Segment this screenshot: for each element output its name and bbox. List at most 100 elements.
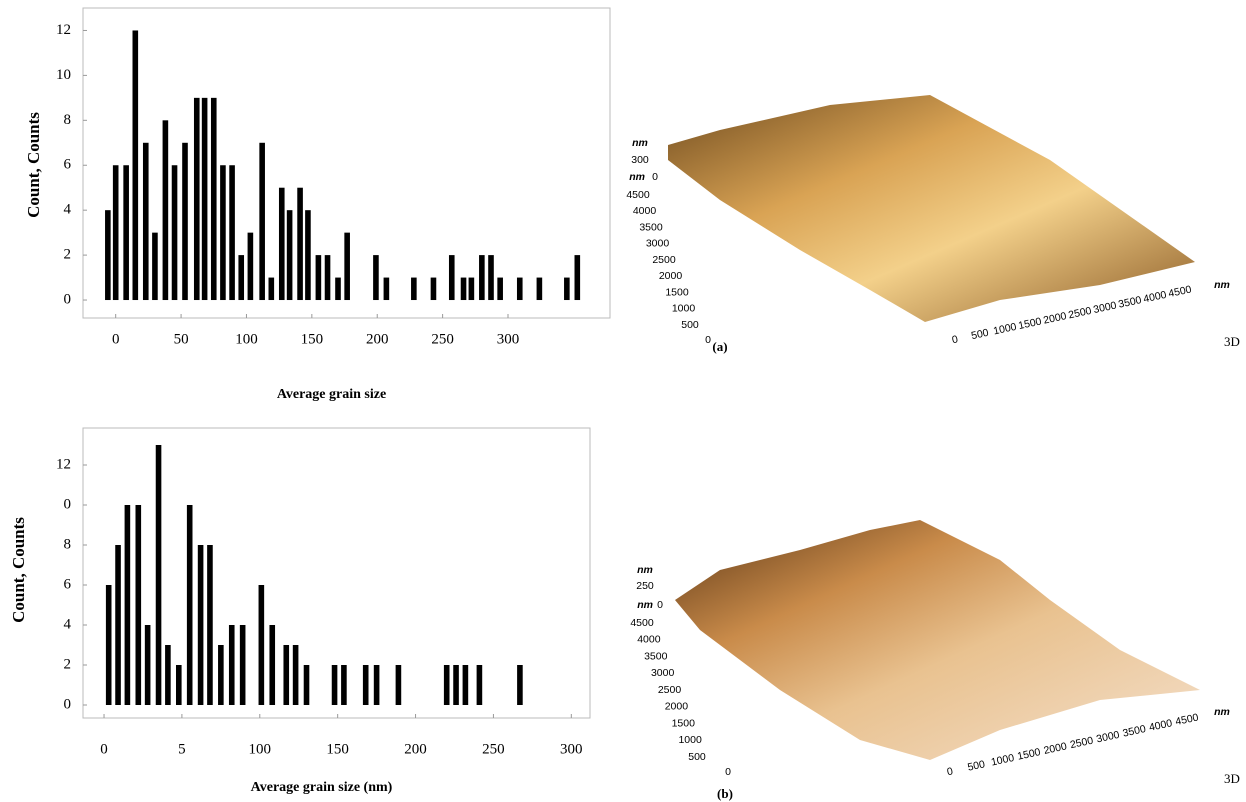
y-tick-label: 12 [56,456,71,472]
bar [363,665,369,705]
y-tick-label: 6 [64,576,72,592]
bar [202,98,208,300]
bar [469,278,475,300]
bar [453,665,459,705]
z-tick-label: 0 [652,171,658,183]
bar [316,255,322,300]
bar [269,625,275,705]
y-axis-title: Count, Counts [9,517,28,623]
y-tick-label: 0 [64,291,72,307]
bar [198,545,204,705]
bar [187,505,193,705]
y-tick-label: 3000 [646,238,670,250]
bar [123,165,129,300]
bar [304,665,310,705]
y-axis-title: Count, Counts [24,112,43,218]
x-tick-label: 500 [966,758,986,773]
x-tick-label: 200 [404,741,427,757]
bar [115,545,121,705]
bar [172,165,178,300]
x-unit: nm [1214,279,1230,291]
x-tick-label: 1500 [1017,315,1042,332]
y-tick-label: 1500 [672,717,696,729]
x-tick-label: 1000 [990,752,1015,769]
x-tick-label: 1500 [1016,746,1041,763]
y-tick-label: 2500 [658,684,682,696]
bar [105,210,111,300]
x-tick-label: 1000 [992,321,1017,338]
bar [259,143,265,300]
bar [463,665,469,705]
x-tick-label: 4500 [1174,711,1199,728]
bar [335,278,341,300]
bar [238,255,244,300]
bar [537,278,543,300]
x-tick-label: 4000 [1142,289,1167,306]
bar [293,645,299,705]
bar [176,665,182,705]
x-tick-label: 500 [970,327,990,342]
x-tick-label: 5 [178,741,186,757]
x-tick-label: 3000 [1095,729,1120,746]
y-tick-label: 4000 [637,634,661,646]
bar [279,188,285,300]
x-unit: nm [1214,706,1230,718]
x-tick-label: 250 [431,331,454,347]
bar [479,255,485,300]
y-tick-label: 4500 [626,189,650,201]
bar [194,98,200,300]
y-tick-label: 12 [56,22,71,38]
bar [145,625,151,705]
x-tick-label: 4000 [1148,717,1173,734]
y-tick-label: 4 [64,202,72,218]
x-tick-label: 2000 [1042,310,1067,327]
bar [287,210,293,300]
bar [152,233,158,300]
bar [229,165,235,300]
y-tick-label: 10 [56,67,71,83]
bar [240,625,246,705]
bar [106,585,112,705]
x-tick-label: 50 [174,331,189,347]
y-tick-label: 4500 [630,617,654,629]
y-tick-label: 0 [725,766,731,778]
bar [297,188,303,300]
y-tick-label: 2000 [659,270,683,282]
y-tick-label: 0 [64,696,72,712]
x-tick-label: 0 [100,741,108,757]
bar [229,625,235,705]
y-tick-label: 1500 [665,286,689,298]
bar [220,165,226,300]
bar [182,143,188,300]
bar [344,233,350,300]
x-tick-label: 2500 [1067,305,1092,322]
y-tick-label: 500 [681,319,699,331]
x-tick-label: 250 [482,741,505,757]
bar [564,278,570,300]
y-tick-label: 8 [64,536,72,552]
afm-surface [675,520,1200,760]
x-tick-label: 0 [946,765,954,778]
bar [283,645,289,705]
x-tick-label: 2000 [1043,740,1068,757]
bar [497,278,503,300]
y-tick-label: 2000 [665,701,689,713]
z-unit: nm [637,564,653,576]
bar [461,278,467,300]
bar [165,645,171,705]
y-tick-label: 2500 [652,254,676,266]
bar [449,255,455,300]
figure: 024681012050100150200250300Count, Counts… [0,0,1246,802]
x-tick-label: 300 [560,741,583,757]
x-tick-label: 150 [301,331,324,347]
bar [396,665,402,705]
panel-label: (b) [717,786,733,801]
y-tick-label: 3000 [651,667,675,679]
y-tick-label: 4 [64,616,72,632]
y-unit: nm [637,599,653,611]
x-tick-label: 3500 [1122,723,1147,740]
bar [374,665,380,705]
z-tick-label: 300 [631,154,649,166]
y-tick-label: 8 [64,112,72,128]
x-tick-label: 200 [366,331,389,347]
